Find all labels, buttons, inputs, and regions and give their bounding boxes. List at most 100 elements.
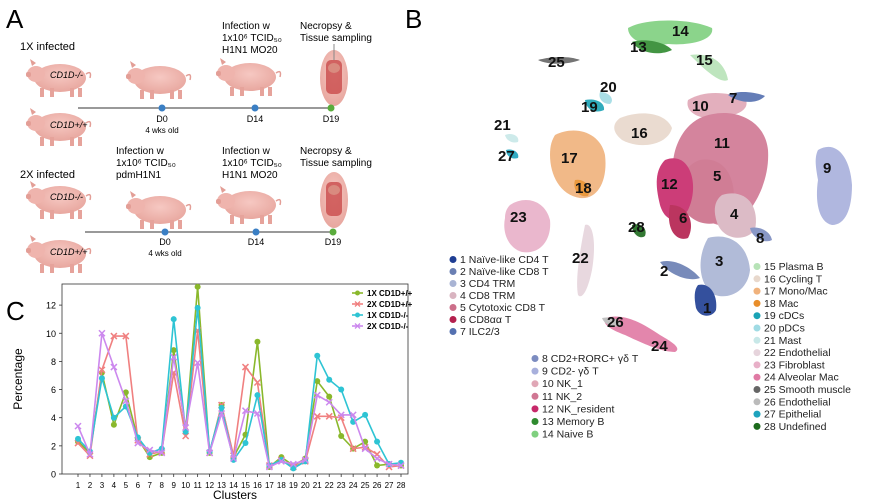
x-tick-label: 13 [217, 481, 226, 490]
legend-label: 2X CD1D+/+ [367, 300, 413, 309]
row1-d0-sub: 4 wks old [145, 126, 178, 135]
umap-legend-col2: 8 CD2+RORC+ γδ T9 CD2- γδ T10 NK_111 NK_… [531, 353, 639, 441]
row2-pig-top-label: CD1D-/- [50, 192, 83, 202]
data-point [373, 454, 381, 463]
data-point [110, 332, 118, 340]
row1-necropsy-line1: Necropsy & [300, 21, 352, 32]
row1-d0-dot [158, 104, 166, 112]
row2-d14-label: D14 [248, 237, 265, 247]
row1-infection-line3: H1N1 MO20 [222, 45, 278, 56]
x-tick-label: 26 [373, 481, 382, 490]
cluster-7-blob [728, 92, 765, 102]
pig-icon [125, 190, 192, 230]
data-point [338, 433, 345, 439]
legend-label: 9 CD2- γδ T [542, 366, 599, 378]
cluster-label: 25 [548, 54, 565, 71]
row2-d19-label: D19 [325, 237, 342, 247]
data-point [241, 363, 250, 371]
data-point [218, 409, 226, 418]
data-point [314, 378, 321, 385]
cluster-28-blob [632, 224, 646, 238]
data-point [313, 391, 321, 399]
row1-title: 1X infected [20, 41, 75, 53]
cluster-8-blob [750, 227, 772, 242]
legend-marker [355, 290, 360, 296]
legend-label: 20 pDCs [764, 323, 805, 335]
row1-d14-dot [251, 104, 259, 112]
legend-swatch [753, 324, 761, 332]
x-tick-label: 14 [229, 481, 238, 490]
row2-inf1-line3: pdmH1N1 [116, 170, 161, 181]
legend-swatch [449, 268, 457, 275]
legend-label: 17 Mono/Mac [764, 286, 828, 298]
row2-inf2-line2: 1x10⁶ TCID₅₀ [222, 158, 282, 169]
legend-swatch [753, 299, 761, 307]
legend-swatch [753, 386, 761, 393]
data-point [361, 445, 369, 453]
data-point [194, 283, 201, 290]
x-tick-label: 17 [265, 481, 274, 490]
legend-label: 1X CD1D+/+ [367, 289, 413, 298]
cluster-27-blob [506, 149, 519, 159]
row2-d19-dot [329, 228, 337, 236]
data-point [122, 389, 129, 396]
legend-swatch [449, 328, 457, 335]
legend-marker [354, 301, 361, 307]
data-point [110, 414, 117, 421]
cluster-label: 12 [661, 176, 678, 193]
data-point [313, 412, 321, 420]
x-tick-label: 22 [325, 481, 334, 490]
legend-swatch [753, 349, 761, 357]
cluster-label: 13 [630, 39, 647, 56]
x-tick-label: 28 [397, 481, 406, 490]
cluster-label: 20 [600, 79, 617, 96]
legend-label: 2X CD1D-/- [367, 322, 409, 331]
cluster-13-blob [632, 40, 672, 54]
x-tick-label: 1 [76, 481, 81, 490]
cluster-label: 24 [651, 338, 668, 355]
row2-inf1-line2: 1x10⁶ TCID₅₀ [116, 158, 176, 169]
series-line [77, 286, 402, 469]
legend-label: 11 NK_2 [542, 391, 582, 403]
cluster-19-blob [585, 99, 605, 112]
legend-swatch [753, 398, 761, 406]
y-tick-label: 10 [46, 329, 56, 339]
data-point [337, 411, 345, 419]
data-point [374, 438, 381, 445]
x-tick-label: 10 [181, 481, 190, 490]
legend-label: 26 Endothelial [764, 396, 831, 408]
x-tick-label: 5 [124, 481, 129, 490]
data-point [349, 411, 357, 419]
series-layer [74, 283, 405, 472]
umap-clusters [504, 20, 852, 352]
legend-swatch [753, 422, 761, 430]
x-tick-label: 4 [112, 481, 117, 490]
cluster-label: 11 [714, 135, 730, 152]
legend-marker [355, 312, 360, 318]
y-tick-label: 0 [51, 470, 56, 480]
data-point [385, 460, 393, 468]
cluster-1-blob [694, 284, 717, 316]
cluster-label: 23 [510, 209, 527, 226]
x-tick-label: 27 [385, 481, 394, 490]
row2-d0-dot [161, 228, 169, 236]
data-point [170, 353, 178, 361]
cluster-17-blob [550, 130, 606, 199]
data-point [194, 359, 202, 367]
cluster-label: 3 [715, 253, 723, 270]
x-tick-label: 20 [301, 481, 310, 490]
legend-swatch [449, 280, 457, 287]
data-point [325, 398, 333, 406]
data-point [134, 439, 142, 447]
cluster-label: 9 [823, 160, 831, 177]
row2-pig-bottom-label: CD1D+/+ [50, 247, 88, 257]
cluster-label: 16 [631, 125, 648, 142]
x-tick-label: 21 [313, 481, 322, 490]
data-point [206, 449, 214, 457]
legend-swatch [531, 367, 539, 375]
legend-label: 25 Smooth muscle [764, 384, 851, 396]
cluster-label: 17 [561, 150, 578, 167]
legend-label: 2 Naïve-like CD8 T [460, 266, 549, 278]
legend-label: 27 Epithelial [764, 409, 821, 421]
row2-d0-label: D0 [159, 237, 171, 247]
